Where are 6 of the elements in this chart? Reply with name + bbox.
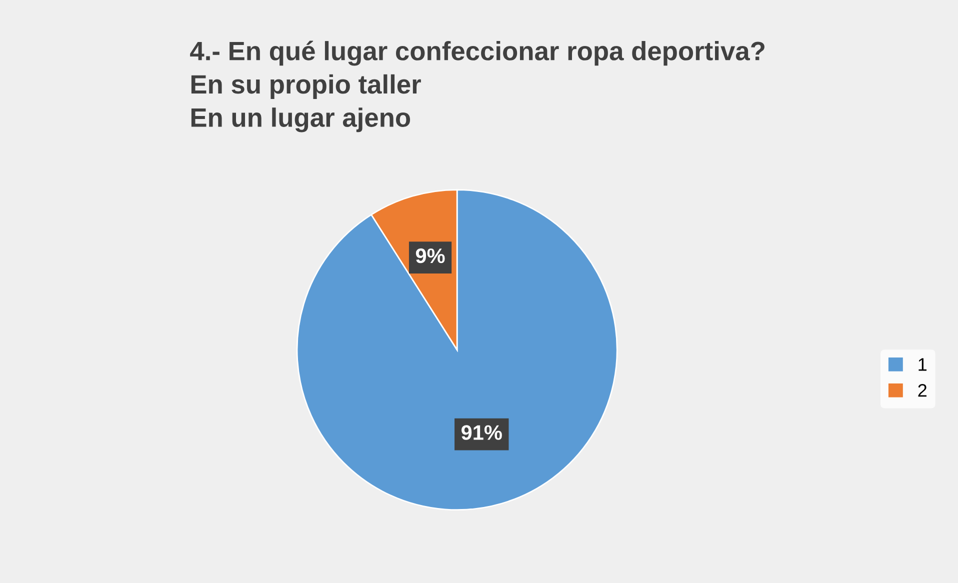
pie-slice xyxy=(296,189,618,511)
legend-label: 2 xyxy=(918,384,926,397)
legend-label: 1 xyxy=(918,358,926,371)
data-label: 91% xyxy=(461,425,502,440)
data-label: 9% xyxy=(416,248,445,264)
chart-title: 4.- En qué lugar confeccionar ropa deportiva? En su propio taller En un lugar ajeno xyxy=(190,40,764,132)
